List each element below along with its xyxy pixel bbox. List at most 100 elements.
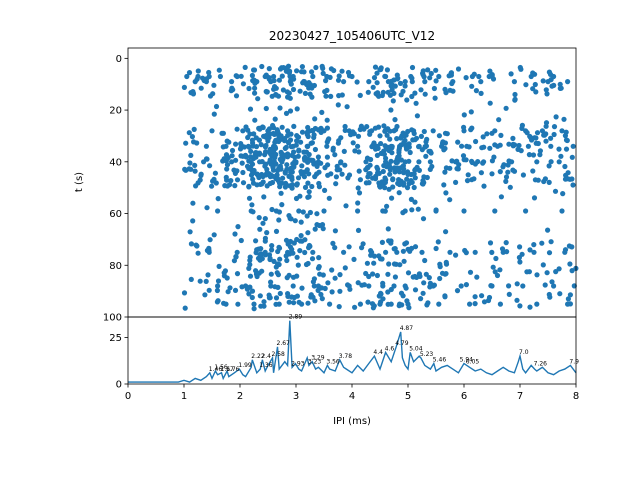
scatter-point	[271, 131, 277, 137]
scatter-point	[409, 64, 416, 71]
scatter-point	[464, 178, 471, 184]
scatter-point	[412, 90, 418, 96]
scatter-point	[284, 162, 290, 168]
scatter-point	[307, 209, 313, 216]
scatter-point	[469, 158, 475, 164]
scatter-point	[233, 157, 239, 163]
scatter-point	[190, 91, 196, 97]
scatter-point	[530, 168, 536, 174]
scatter-point	[302, 90, 308, 96]
scatter-point	[389, 82, 395, 88]
y-tick-label: 25	[109, 333, 122, 344]
scatter-point	[341, 79, 347, 85]
scatter-point	[341, 249, 347, 255]
scatter-point	[240, 128, 246, 134]
scatter-point	[248, 148, 254, 154]
scatter-point	[338, 160, 344, 166]
scatter-point	[357, 92, 363, 98]
scatter-point	[355, 227, 362, 233]
scatter-point	[490, 264, 496, 270]
scatter-point	[324, 125, 330, 131]
scatter-point	[231, 167, 237, 173]
scatter-point	[487, 100, 493, 106]
scatter-point	[327, 301, 333, 307]
scatter-point	[412, 199, 418, 205]
scatter-point	[324, 87, 330, 93]
scatter-point	[278, 149, 284, 155]
scatter-point	[472, 249, 478, 255]
scatter-point	[418, 87, 424, 93]
scatter-point	[262, 152, 268, 158]
scatter-point	[504, 249, 510, 255]
scatter-point	[404, 97, 410, 103]
scatter-point	[269, 179, 276, 186]
scatter-point	[288, 294, 294, 300]
scatter-point	[431, 282, 437, 288]
scatter-point	[312, 298, 318, 304]
scatter-point	[423, 139, 429, 145]
scatter-point	[517, 244, 523, 250]
histogram-x-ticks: 0 1 2 3 4 5 6 7 8	[125, 384, 579, 402]
scatter-point	[569, 268, 575, 274]
scatter-point	[308, 140, 314, 146]
peak-label: 7.9	[569, 358, 579, 365]
scatter-point	[420, 68, 426, 74]
scatter-point	[232, 231, 238, 237]
scatter-point	[293, 195, 300, 202]
scatter-point	[181, 290, 188, 296]
scatter-point	[225, 289, 231, 295]
scatter-point	[312, 146, 318, 153]
scatter-point	[332, 275, 338, 281]
peak-label: 5.46	[433, 357, 447, 364]
scatter-point	[489, 158, 495, 164]
scatter-point	[306, 194, 312, 200]
scatter-point	[342, 265, 348, 271]
scatter-point	[546, 179, 552, 185]
scatter-point	[565, 296, 572, 302]
scatter-point	[343, 203, 349, 209]
scatter-point	[271, 258, 277, 264]
scatter-point	[537, 148, 544, 154]
scatter-point	[423, 153, 429, 159]
scatter-point	[188, 241, 194, 247]
scatter-point	[297, 88, 303, 94]
scatter-point	[365, 299, 371, 305]
scatter-point	[197, 177, 203, 183]
scatter-point	[533, 135, 539, 141]
scatter-point	[390, 98, 396, 104]
scatter-point	[347, 286, 353, 292]
scatter-point	[328, 93, 334, 99]
scatter-point	[492, 269, 498, 275]
scatter-point	[569, 154, 575, 160]
scatter-point	[357, 301, 363, 307]
scatter-point	[215, 208, 221, 214]
scatter-point	[262, 252, 269, 258]
scatter-point	[355, 133, 362, 139]
scatter-point	[422, 91, 428, 97]
scatter-point	[400, 130, 406, 136]
scatter-point	[356, 190, 363, 196]
scatter-point	[283, 110, 290, 116]
scatter-point	[377, 184, 383, 190]
scatter-point	[318, 160, 324, 166]
x-tick-label: 3	[293, 391, 299, 402]
scatter-point	[469, 125, 475, 131]
scatter-point	[546, 250, 553, 256]
scatter-point	[432, 95, 438, 101]
scatter-point	[320, 65, 326, 71]
scatter-point	[326, 195, 332, 201]
scatter-point	[534, 301, 540, 307]
scatter-point	[229, 79, 235, 85]
scatter-point	[422, 257, 428, 264]
scatter-point	[503, 240, 509, 246]
scatter-point	[220, 130, 226, 136]
scatter-point	[245, 134, 251, 141]
scatter-point	[386, 186, 392, 192]
scatter-point	[305, 300, 311, 306]
scatter-point	[397, 80, 404, 86]
scatter-point	[334, 163, 340, 169]
scatter-point	[385, 271, 391, 277]
scatter-point	[385, 289, 391, 295]
scatter-point	[374, 152, 380, 158]
scatter-point	[224, 166, 230, 172]
